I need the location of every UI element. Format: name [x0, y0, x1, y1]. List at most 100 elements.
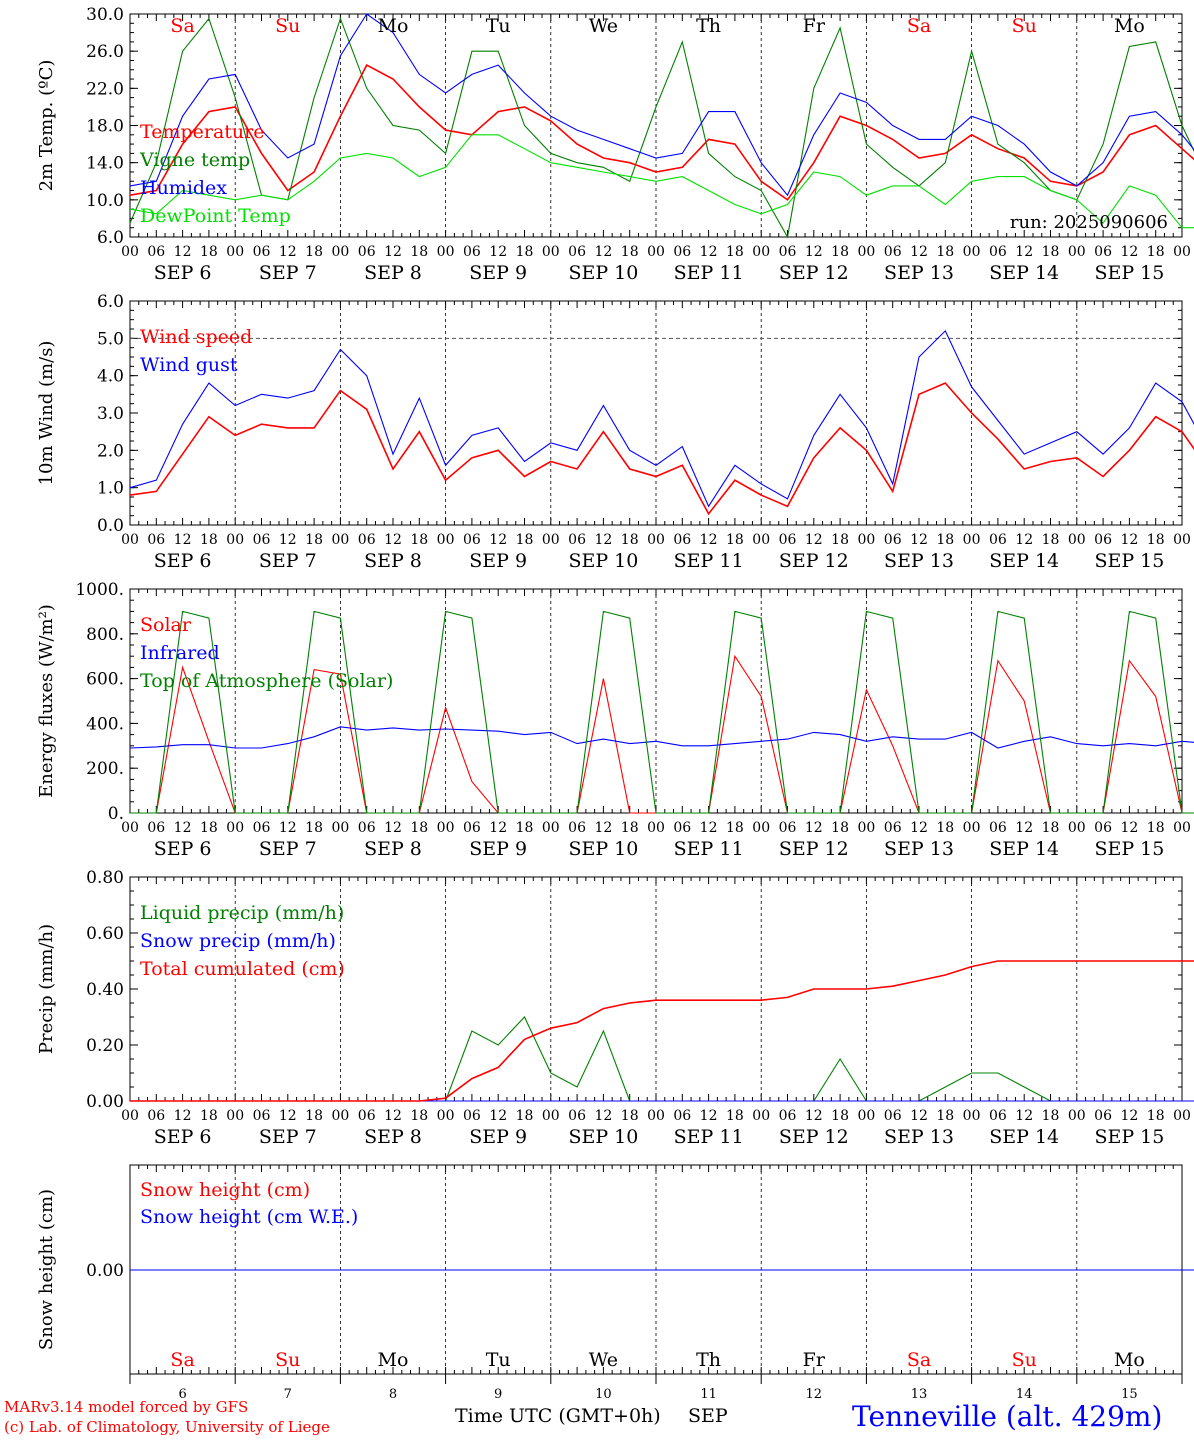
plot-frame: [129, 13, 1183, 238]
day-name: Th: [696, 15, 721, 37]
hour-label: 12: [174, 820, 192, 836]
day-number: 12: [806, 1387, 823, 1402]
panel-3: 0. 200. 400. 600. 800. 1000. Energy fluxes (W/…: [36, 580, 1194, 860]
hour-label: 06: [779, 1108, 797, 1124]
hour-label: 00: [752, 532, 770, 548]
y-axis-label: 2m Temp. (ºC): [36, 60, 57, 192]
hour-label: 00: [437, 244, 455, 260]
hour-label: 06: [884, 244, 902, 260]
day-number: 9: [494, 1387, 502, 1402]
day-name: Fr: [803, 1349, 826, 1371]
hour-label: 06: [884, 1108, 902, 1124]
day-number: 15: [1121, 1387, 1138, 1402]
hour-label: 06: [779, 820, 797, 836]
hour-label: 00: [1173, 244, 1191, 260]
plot-frame: [129, 300, 1183, 526]
hour-label: 12: [700, 820, 718, 836]
y-tick-label: 5.0: [97, 329, 124, 349]
hour-label: 12: [384, 244, 402, 260]
hour-label: 06: [568, 1108, 586, 1124]
hour-label: 12: [1015, 244, 1033, 260]
day-name: Su: [1012, 1349, 1037, 1371]
day-name: Mo: [1114, 1349, 1145, 1371]
day-number: 14: [1016, 1387, 1033, 1402]
hour-label: 18: [1147, 1108, 1165, 1124]
date-label: SEP 14: [989, 838, 1059, 860]
hour-label: 18: [1042, 1108, 1060, 1124]
y-tick-label: 6.0: [97, 228, 124, 248]
hour-label: 06: [673, 244, 691, 260]
series-line: [130, 610, 1194, 814]
series-line: [130, 1016, 1194, 1102]
hour-label: 18: [621, 820, 639, 836]
hour-label: 18: [200, 532, 218, 548]
hour-label: 00: [752, 1108, 770, 1124]
y-tick-label: 26.0: [86, 42, 124, 62]
date-label: SEP 14: [989, 1126, 1059, 1148]
hour-label: 06: [779, 244, 797, 260]
hour-label: 12: [279, 1108, 297, 1124]
hour-label: 18: [516, 820, 534, 836]
hour-label: 12: [700, 244, 718, 260]
hour-label: 18: [1042, 820, 1060, 836]
date-label: SEP 11: [674, 838, 744, 860]
date-label: SEP 13: [884, 550, 954, 572]
day-name: Mo: [1114, 15, 1145, 37]
hour-label: 00: [542, 820, 560, 836]
x-axis-month: SEP: [688, 1405, 728, 1427]
hour-label: 12: [910, 820, 928, 836]
hour-label: 18: [1147, 244, 1165, 260]
y-tick-label: 0.: [108, 804, 124, 824]
y-axis-label: Energy fluxes (W/m²): [36, 604, 57, 798]
hour-label: 18: [1042, 244, 1060, 260]
hour-label: 18: [516, 1108, 534, 1124]
date-label: SEP 11: [674, 1126, 744, 1148]
day-name: Su: [275, 1349, 300, 1371]
hour-label: 18: [831, 1108, 849, 1124]
hour-label: 18: [410, 532, 428, 548]
hour-label: 06: [147, 532, 165, 548]
x-axis-label: Time UTC (GMT+0h): [455, 1405, 661, 1427]
date-label: SEP 6: [154, 1126, 212, 1148]
hour-label: 06: [884, 820, 902, 836]
date-label: SEP 15: [1094, 262, 1164, 284]
hour-label: 12: [1015, 532, 1033, 548]
hour-label: 12: [805, 820, 823, 836]
legend-entry: Wind gust: [140, 354, 238, 376]
hour-label: 00: [857, 820, 875, 836]
hour-label: 18: [410, 820, 428, 836]
date-label: SEP 11: [674, 550, 744, 572]
day-name: Sa: [907, 15, 931, 37]
date-label: SEP 15: [1094, 550, 1164, 572]
hour-label: 06: [147, 1108, 165, 1124]
date-label: SEP 7: [259, 262, 317, 284]
hour-label: 06: [884, 532, 902, 548]
hour-label: 12: [384, 820, 402, 836]
hour-label: 18: [936, 1108, 954, 1124]
day-name: We: [589, 1349, 618, 1371]
y-tick-label: 0.60: [86, 924, 124, 944]
date-label: SEP 15: [1094, 1126, 1164, 1148]
legend-entry: Snow height (cm): [140, 1179, 310, 1201]
date-label: SEP 12: [779, 838, 849, 860]
day-name: Su: [275, 15, 300, 37]
hour-label: 00: [1173, 1108, 1191, 1124]
hour-label: 18: [200, 820, 218, 836]
hour-label: 18: [621, 532, 639, 548]
hour-label: 12: [1120, 1108, 1138, 1124]
hour-label: 06: [989, 244, 1007, 260]
run-label: run: 2025090606: [1010, 212, 1168, 233]
hour-label: 06: [989, 820, 1007, 836]
hour-label: 12: [1015, 1108, 1033, 1124]
hour-label: 18: [200, 1108, 218, 1124]
hour-label: 00: [752, 244, 770, 260]
y-tick-label: 0.00: [86, 1261, 124, 1281]
legend-entry: Snow height (cm W.E.): [140, 1206, 358, 1228]
hour-label: 00: [542, 1108, 560, 1124]
series-line: [129, 16, 1194, 239]
hour-label: 00: [647, 532, 665, 548]
hour-label: 00: [331, 532, 349, 548]
date-label: SEP 8: [364, 262, 422, 284]
hour-label: 18: [936, 820, 954, 836]
hour-label: 00: [121, 532, 139, 548]
